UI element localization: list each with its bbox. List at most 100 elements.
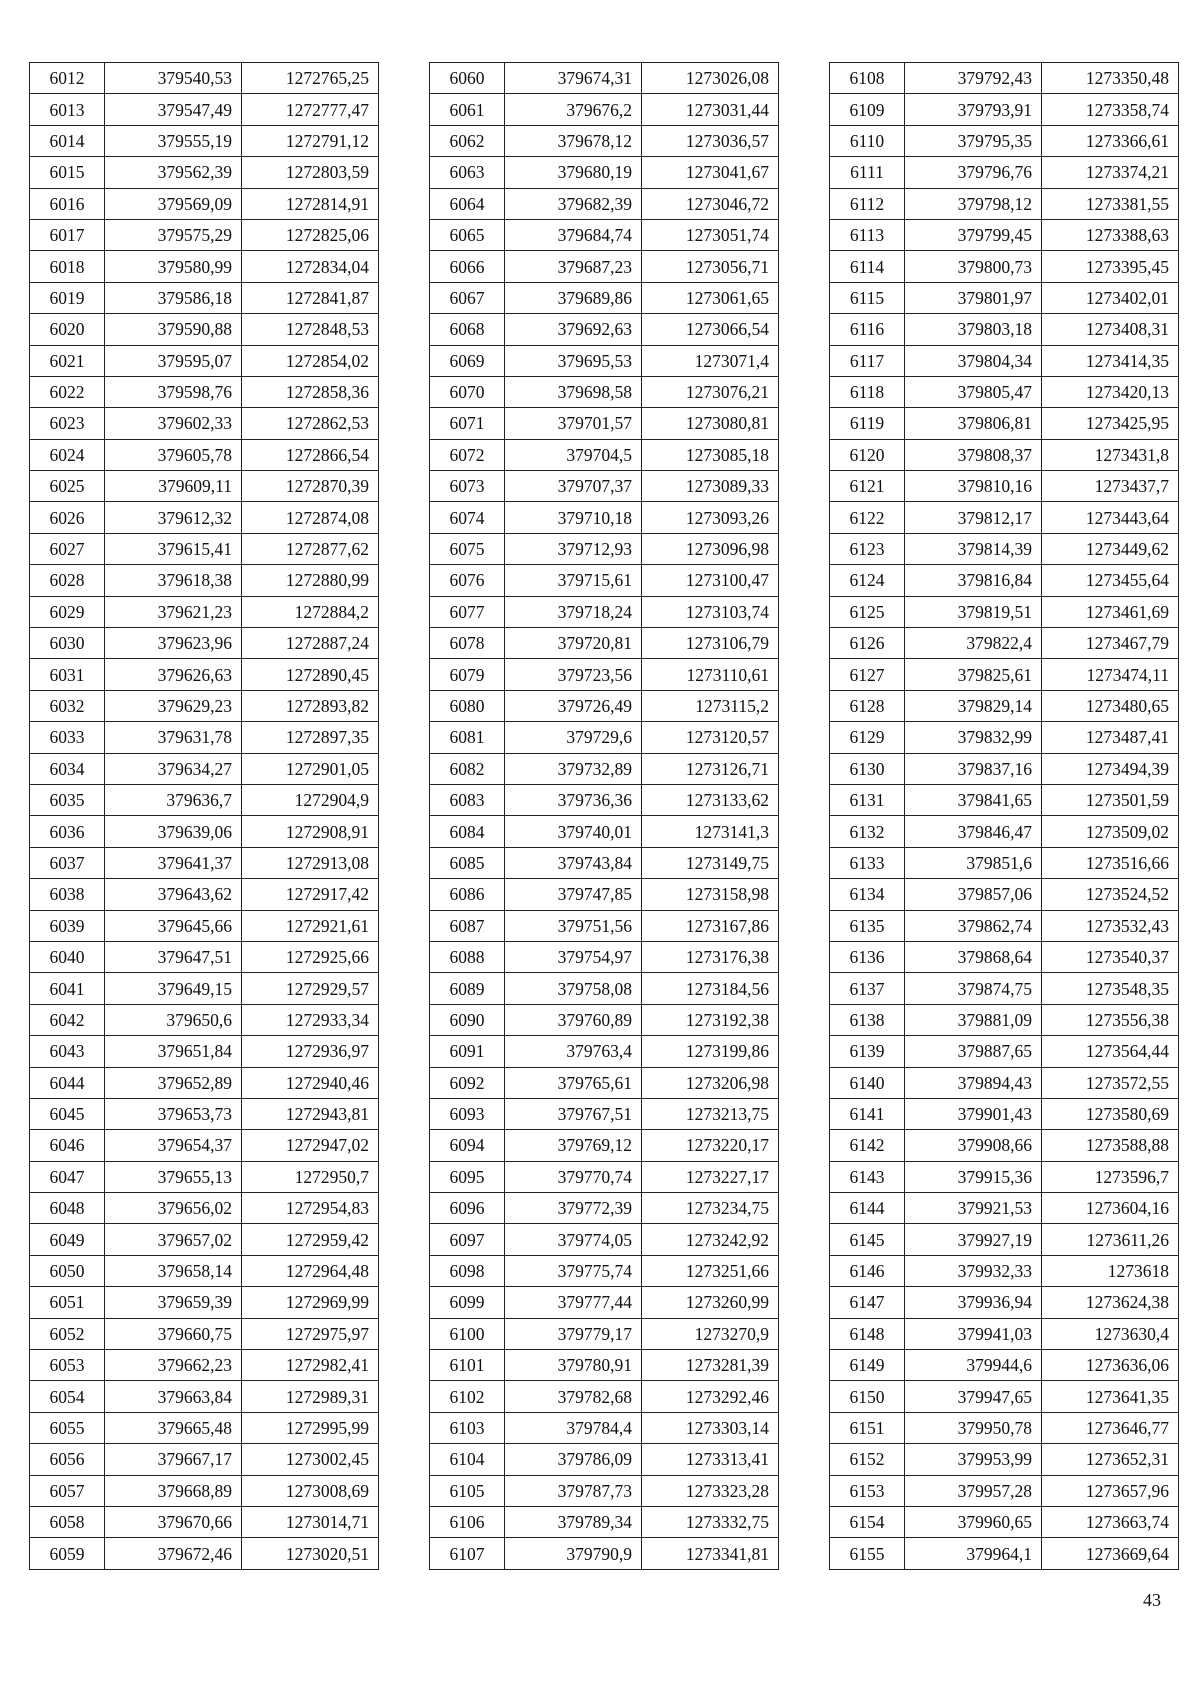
table-row: 6088 379754,97 1273176,38 xyxy=(429,940,779,974)
y-coordinate-cell: 1273303,14 xyxy=(641,1411,779,1445)
table-row: 6085 379743,84 1273149,75 xyxy=(429,846,779,880)
x-coordinate-cell: 379672,46 xyxy=(104,1537,242,1570)
x-coordinate-cell: 379586,18 xyxy=(104,281,242,315)
x-coordinate-cell: 379760,89 xyxy=(504,1003,642,1037)
table-row: 6152 379953,99 1273652,31 xyxy=(829,1443,1179,1476)
y-coordinate-cell: 1273480,65 xyxy=(1041,689,1179,723)
x-coordinate-cell: 379960,65 xyxy=(904,1505,1042,1539)
y-coordinate-cell: 1273071,4 xyxy=(641,344,779,377)
x-coordinate-cell: 379656,02 xyxy=(104,1192,242,1225)
x-coordinate-cell: 379740,01 xyxy=(504,815,642,848)
y-coordinate-cell: 1273350,48 xyxy=(1041,61,1179,95)
point-number-cell: 6051 xyxy=(29,1286,105,1319)
x-coordinate-cell: 379894,43 xyxy=(904,1066,1042,1099)
point-number-cell: 6045 xyxy=(29,1097,105,1131)
table-row: 6134 379857,06 1273524,52 xyxy=(829,878,1179,911)
x-coordinate-cell: 379732,89 xyxy=(504,752,642,785)
point-number-cell: 6099 xyxy=(429,1286,505,1319)
y-coordinate-cell: 1272933,34 xyxy=(241,1003,379,1037)
point-number-cell: 6105 xyxy=(429,1474,505,1507)
x-coordinate-cell: 379715,61 xyxy=(504,564,642,597)
table-row: 6073 379707,37 1273089,33 xyxy=(429,470,779,503)
point-number-cell: 6018 xyxy=(29,250,105,283)
x-coordinate-cell: 379657,02 xyxy=(104,1223,242,1256)
table-row: 6056 379667,17 1273002,45 xyxy=(29,1443,379,1476)
table-row: 6052 379660,75 1272975,97 xyxy=(29,1317,379,1351)
coordinate-table-1: 6012 379540,53 1272765,25 6013 379547,49 1272… xyxy=(29,61,379,1570)
y-coordinate-cell: 1272995,99 xyxy=(241,1411,379,1445)
table-row: 6077 379718,24 1273103,74 xyxy=(429,595,779,629)
point-number-cell: 6121 xyxy=(829,470,905,503)
point-number-cell: 6041 xyxy=(29,972,105,1005)
point-number-cell: 6033 xyxy=(29,721,105,754)
x-coordinate-cell: 379901,43 xyxy=(904,1097,1042,1131)
point-number-cell: 6124 xyxy=(829,564,905,597)
y-coordinate-cell: 1272866,54 xyxy=(241,438,379,472)
y-coordinate-cell: 1273467,79 xyxy=(1041,627,1179,660)
point-number-cell: 6154 xyxy=(829,1505,905,1539)
y-coordinate-cell: 1273061,65 xyxy=(641,281,779,315)
x-coordinate-cell: 379605,78 xyxy=(104,438,242,472)
table-row: 6051 379659,39 1272969,99 xyxy=(29,1286,379,1319)
table-row: 6108 379792,43 1273350,48 xyxy=(829,61,1179,95)
table-row: 6068 379692,63 1273066,54 xyxy=(429,313,779,346)
table-row: 6093 379767,51 1273213,75 xyxy=(429,1097,779,1131)
y-coordinate-cell: 1272854,02 xyxy=(241,344,379,377)
y-coordinate-cell: 1272887,24 xyxy=(241,627,379,660)
table-row: 6058 379670,66 1273014,71 xyxy=(29,1505,379,1539)
table-row: 6080 379726,49 1273115,2 xyxy=(429,689,779,723)
x-coordinate-cell: 379650,6 xyxy=(104,1003,242,1037)
point-number-cell: 6087 xyxy=(429,909,505,942)
table-row: 6133 379851,6 1273516,66 xyxy=(829,846,1179,880)
y-coordinate-cell: 1273313,41 xyxy=(641,1443,779,1476)
x-coordinate-cell: 379772,39 xyxy=(504,1192,642,1225)
y-coordinate-cell: 1273031,44 xyxy=(641,93,779,126)
table-row: 6064 379682,39 1273046,72 xyxy=(429,187,779,220)
y-coordinate-cell: 1272917,42 xyxy=(241,878,379,911)
x-coordinate-cell: 379639,06 xyxy=(104,815,242,848)
y-coordinate-cell: 1273158,98 xyxy=(641,878,779,911)
point-number-cell: 6089 xyxy=(429,972,505,1005)
table-row: 6021 379595,07 1272854,02 xyxy=(29,344,379,377)
point-number-cell: 6027 xyxy=(29,532,105,566)
point-number-cell: 6067 xyxy=(429,281,505,315)
x-coordinate-cell: 379580,99 xyxy=(104,250,242,283)
x-coordinate-cell: 379908,66 xyxy=(904,1129,1042,1162)
point-number-cell: 6153 xyxy=(829,1474,905,1507)
point-number-cell: 6150 xyxy=(829,1380,905,1413)
table-row: 6043 379651,84 1272936,97 xyxy=(29,1035,379,1068)
table-row: 6026 379612,32 1272874,08 xyxy=(29,501,379,534)
y-coordinate-cell: 1273657,96 xyxy=(1041,1474,1179,1507)
x-coordinate-cell: 379655,13 xyxy=(104,1160,242,1194)
x-coordinate-cell: 379621,23 xyxy=(104,595,242,629)
x-coordinate-cell: 379793,91 xyxy=(904,93,1042,126)
y-coordinate-cell: 1273292,46 xyxy=(641,1380,779,1413)
y-coordinate-cell: 1272901,05 xyxy=(241,752,379,785)
table-row: 6012 379540,53 1272765,25 xyxy=(29,61,379,95)
table-row: 6071 379701,57 1273080,81 xyxy=(429,407,779,440)
y-coordinate-cell: 1272877,62 xyxy=(241,532,379,566)
table-row: 6144 379921,53 1273604,16 xyxy=(829,1192,1179,1225)
y-coordinate-cell: 1273167,86 xyxy=(641,909,779,942)
y-coordinate-cell: 1272929,57 xyxy=(241,972,379,1005)
y-coordinate-cell: 1272870,39 xyxy=(241,470,379,503)
x-coordinate-cell: 379641,37 xyxy=(104,846,242,880)
x-coordinate-cell: 379810,16 xyxy=(904,470,1042,503)
point-number-cell: 6025 xyxy=(29,470,105,503)
y-coordinate-cell: 1273341,81 xyxy=(641,1537,779,1570)
table-row: 6105 379787,73 1273323,28 xyxy=(429,1474,779,1507)
x-coordinate-cell: 379659,39 xyxy=(104,1286,242,1319)
point-number-cell: 6094 xyxy=(429,1129,505,1162)
y-coordinate-cell: 1272940,46 xyxy=(241,1066,379,1099)
x-coordinate-cell: 379780,91 xyxy=(504,1349,642,1382)
y-coordinate-cell: 1273176,38 xyxy=(641,940,779,974)
table-row: 6017 379575,29 1272825,06 xyxy=(29,218,379,252)
point-number-cell: 6097 xyxy=(429,1223,505,1256)
point-number-cell: 6119 xyxy=(829,407,905,440)
x-coordinate-cell: 379631,78 xyxy=(104,721,242,754)
table-row: 6130 379837,16 1273494,39 xyxy=(829,752,1179,785)
x-coordinate-cell: 379569,09 xyxy=(104,187,242,220)
y-coordinate-cell: 1273020,51 xyxy=(241,1537,379,1570)
x-coordinate-cell: 379787,73 xyxy=(504,1474,642,1507)
table-row: 6115 379801,97 1273402,01 xyxy=(829,281,1179,315)
